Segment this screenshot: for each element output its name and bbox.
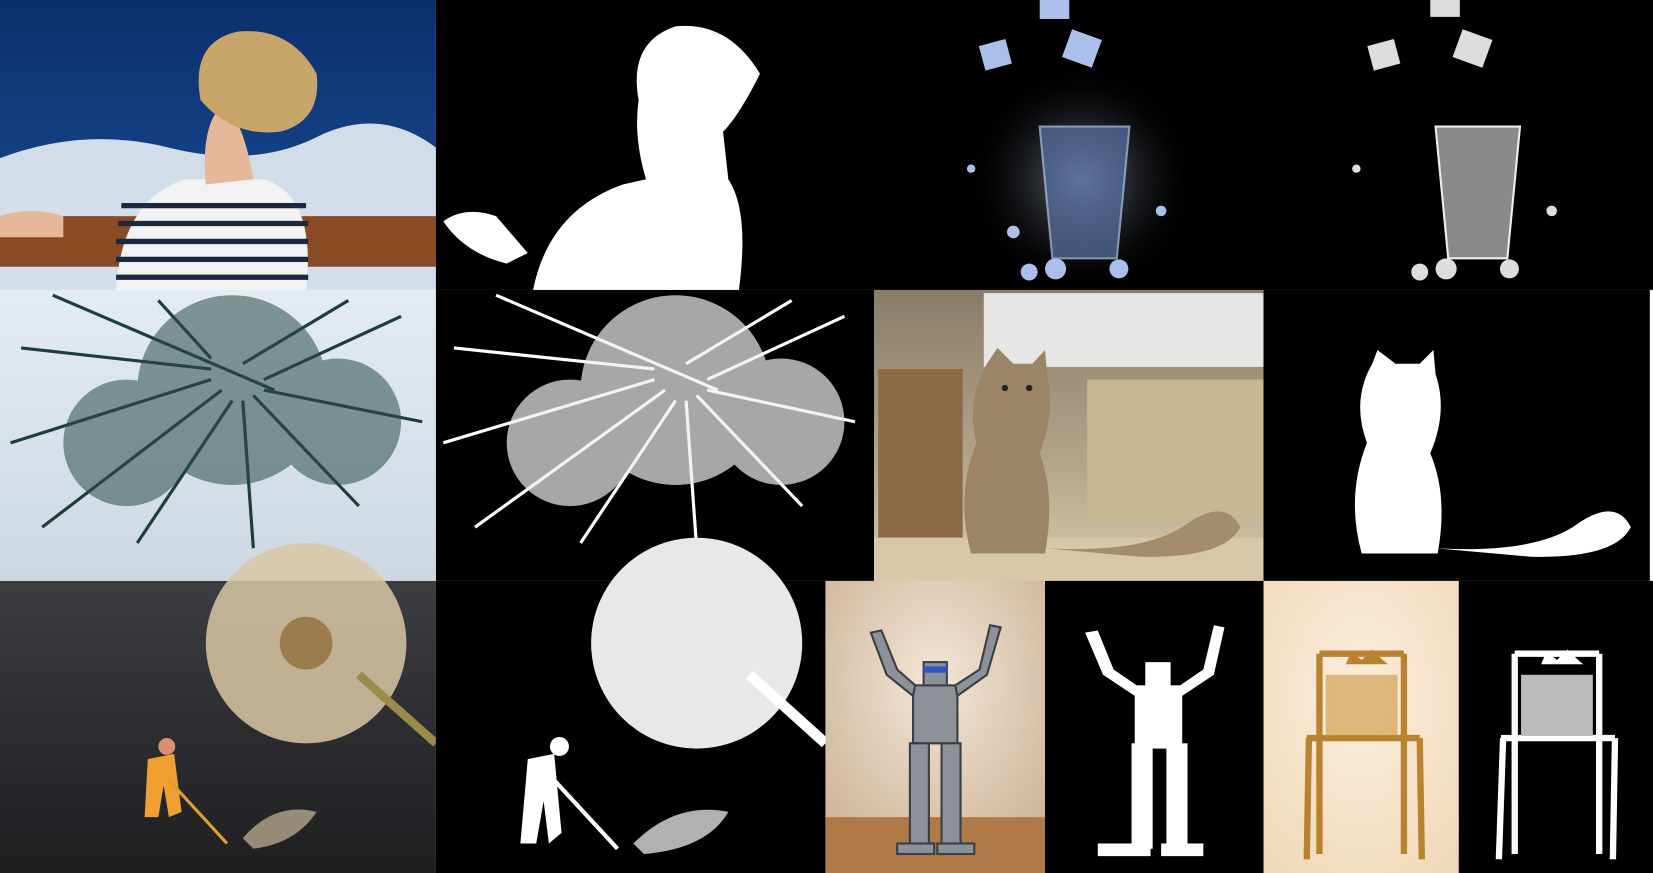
matte-fern bbox=[435, 289, 874, 581]
matte-chair bbox=[1458, 580, 1653, 873]
matte-woman bbox=[435, 0, 874, 290]
matte-ice-glass bbox=[1263, 0, 1653, 290]
matte-robot bbox=[1045, 580, 1264, 873]
matte-dandelion-worker bbox=[435, 537, 829, 873]
photo-chair bbox=[1263, 580, 1459, 873]
photo-woman-sea bbox=[0, 0, 436, 290]
photo-robot bbox=[825, 580, 1045, 873]
photo-dandelion-worker bbox=[0, 542, 439, 873]
photo-ice-glass bbox=[874, 0, 1264, 296]
photo-fern bbox=[0, 289, 436, 581]
matte-cat bbox=[1263, 289, 1653, 581]
photo-cat bbox=[874, 289, 1264, 581]
